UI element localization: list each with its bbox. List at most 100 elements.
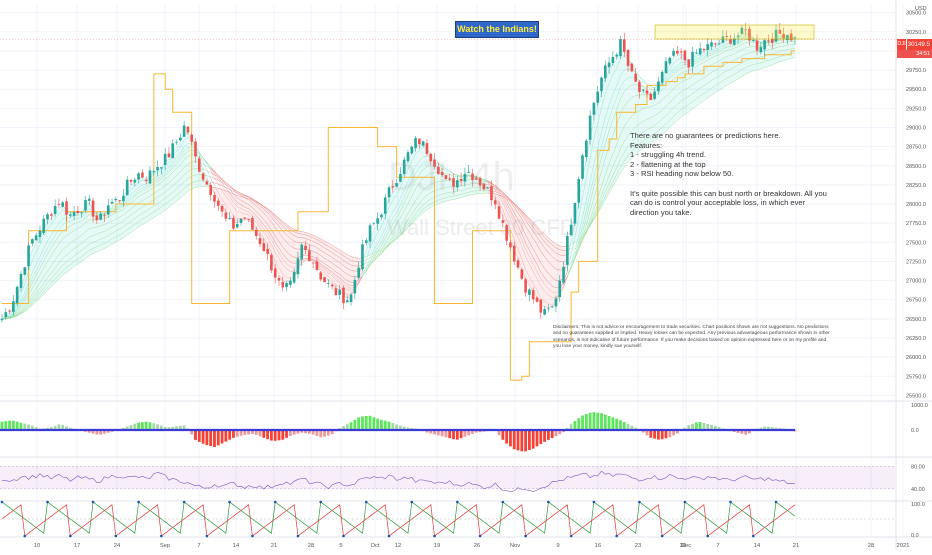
candle-body [133, 180, 136, 183]
candle-body [54, 206, 57, 214]
candle-body [562, 267, 565, 283]
ribbon-fill [78, 213, 82, 265]
candle-body [240, 219, 243, 223]
candle-body [650, 94, 653, 100]
ribbon-fill [347, 255, 351, 299]
candle-body [365, 240, 368, 243]
ribbon-fill [321, 239, 325, 277]
osc-bar [266, 430, 269, 439]
time-tick-label: 7 [197, 543, 200, 549]
candle-body [213, 195, 216, 201]
candle-body [331, 285, 334, 287]
osc-bar [205, 430, 208, 445]
stoch-marker [69, 535, 72, 538]
ribbon-fill [541, 230, 545, 307]
stoch-marker [456, 501, 459, 504]
candle-body [289, 281, 292, 285]
candle-body [373, 223, 376, 224]
candle-body [551, 307, 554, 308]
candle-body [680, 51, 683, 52]
candle-body [149, 170, 152, 183]
osc-bar [357, 418, 360, 431]
osc-bar [8, 421, 11, 431]
stoch-marker [23, 535, 26, 538]
osc-bar [361, 416, 364, 430]
candle-body [179, 138, 182, 141]
candle-body [316, 261, 319, 270]
osc-bar [649, 430, 652, 438]
osc-bar [657, 430, 660, 440]
price-tick-label: 28250.0 [906, 183, 926, 189]
candle-body [555, 298, 558, 306]
candle-body [710, 42, 713, 46]
candle-body [357, 268, 360, 278]
resistance-zone [655, 25, 814, 39]
candle-body [61, 202, 64, 206]
osc-bar [376, 419, 379, 431]
watch-banner: Watch the Indians! [455, 21, 539, 38]
osc-bar [577, 418, 580, 430]
osc-bar [224, 430, 227, 442]
time-tick-label: 28 [868, 543, 874, 549]
candle-body [638, 82, 641, 92]
price-tick-label: 28500.0 [906, 164, 926, 170]
osc-zero-label: 0.0 [911, 428, 919, 434]
osc-bar [505, 430, 508, 444]
watermark-name: Wall Street 30 CFD [387, 215, 576, 241]
price-tick-label: 25750.0 [906, 374, 926, 380]
candle-body [547, 309, 550, 310]
candle-body [665, 61, 668, 73]
osc-bar [539, 430, 542, 444]
osc-bar [198, 430, 201, 442]
candle-body [137, 173, 140, 179]
candle-body [729, 39, 732, 44]
stoch-marker [410, 501, 413, 504]
osc-bar [581, 415, 584, 430]
osc-bar [194, 430, 197, 440]
ribbon-fill [325, 241, 329, 280]
candle-body [509, 243, 512, 248]
candle-body [160, 167, 163, 168]
osc-bar [448, 430, 451, 438]
candle-body [384, 198, 387, 214]
candle-body [684, 51, 687, 61]
note-line [630, 179, 805, 189]
osc-bar [278, 430, 281, 440]
stoch-marker [547, 501, 550, 504]
note-line: There are no guarantees or predictions h… [630, 131, 805, 141]
candle-body [183, 126, 186, 137]
osc-bar [608, 416, 611, 430]
candle-body [187, 127, 190, 133]
stoch-marker [206, 535, 209, 538]
stoch-marker [433, 535, 436, 538]
time-tick-label: 9 [556, 543, 559, 549]
ribbon-fill [264, 206, 268, 249]
candle-body [12, 301, 15, 312]
candle-body [73, 212, 76, 216]
candle-body [198, 158, 201, 171]
candle-body [16, 287, 19, 303]
time-tick-label: 14 [233, 543, 240, 549]
time-tick-label: 2021 [897, 543, 910, 549]
stoch-marker [638, 501, 641, 504]
osc-bar [274, 430, 277, 441]
time-tick-label: 19 [434, 543, 440, 549]
stoch-marker [297, 535, 300, 538]
candle-body [46, 214, 49, 219]
candle-body [627, 50, 630, 66]
candle-body [653, 91, 656, 98]
price-tick-label: 27750.0 [906, 221, 926, 227]
osc-bar [281, 430, 284, 440]
analysis-note: There are no guarantees or predictions h… [630, 131, 805, 217]
stoch-marker [684, 501, 687, 504]
price-tick-label: 27500.0 [906, 240, 926, 246]
ribbon-fill [165, 159, 169, 210]
candle-body [217, 201, 220, 206]
price-tick-label: 26000.0 [906, 355, 926, 361]
candle-body [532, 290, 535, 299]
ribbon-fill [279, 218, 283, 281]
osc-bar [384, 421, 387, 431]
ribbon-fill [620, 49, 624, 173]
candle-body [517, 260, 520, 267]
